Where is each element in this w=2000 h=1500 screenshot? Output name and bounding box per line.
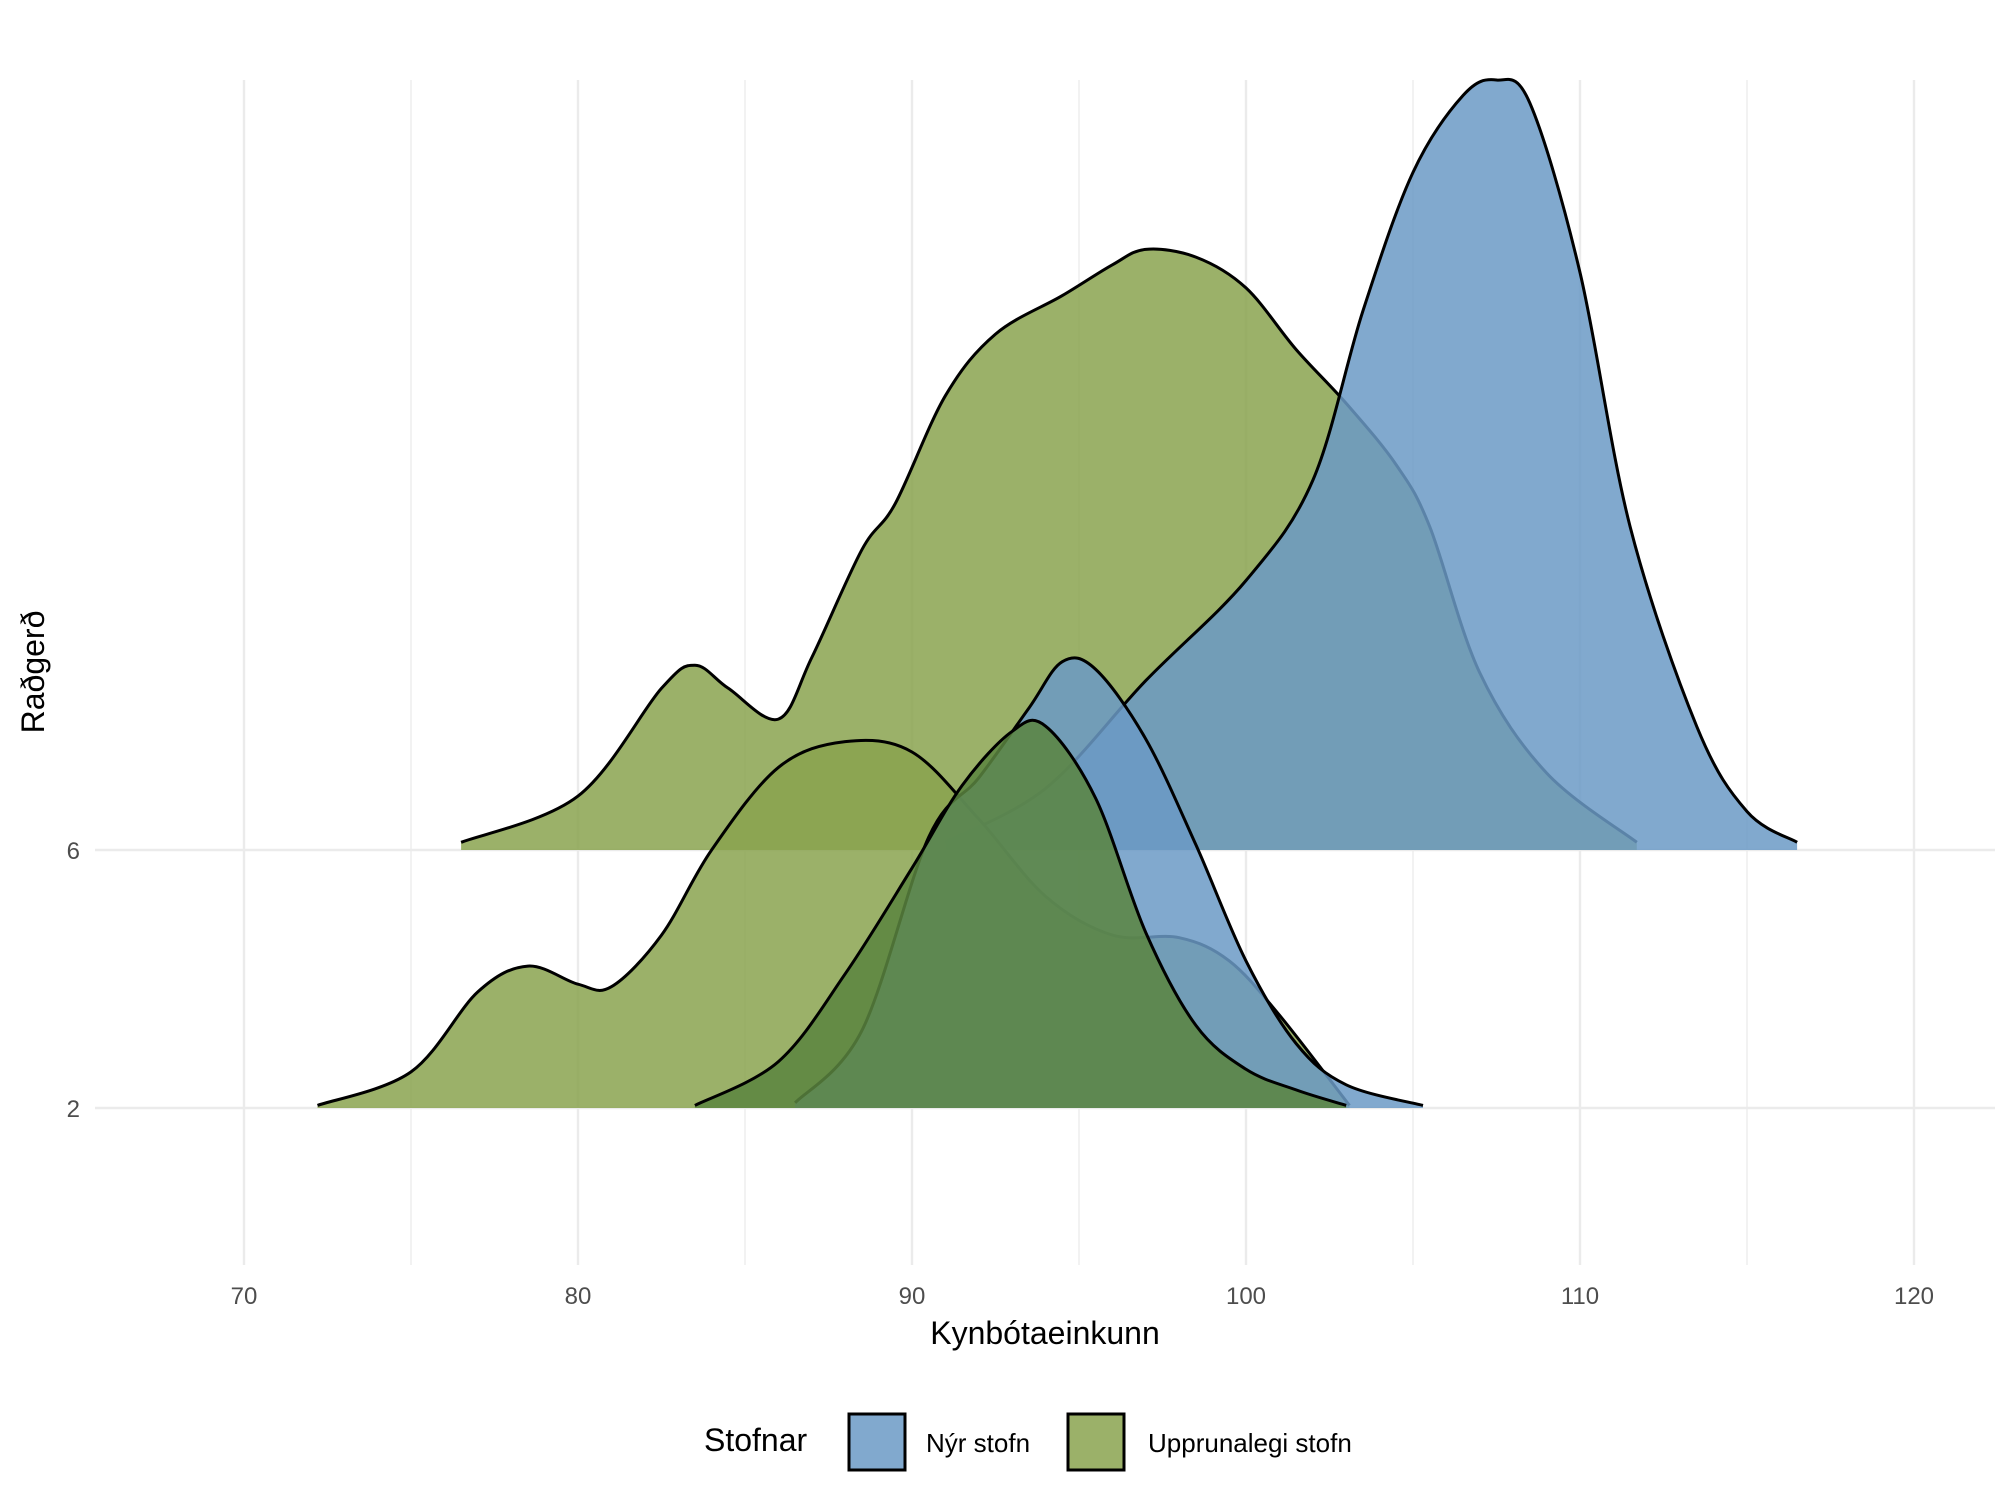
legend-title: Stofnar <box>704 1422 808 1458</box>
x-tick-label: 110 <box>1561 1283 1599 1310</box>
ridge-fill-n-r-stofn-6 <box>945 79 1798 850</box>
legend-label-nyr-stofn: Nýr stofn <box>926 1428 1030 1458</box>
x-tick-label: 80 <box>565 1283 592 1310</box>
ridge-fill-n-r-stofn-2 <box>694 720 1347 1108</box>
ridge-outline-n-r-stofn-2 <box>694 718 1347 1107</box>
legend-key-nyr-stofn <box>847 1412 907 1472</box>
legend-label-upprunalegi-stofn: Upprunalegi stofn <box>1148 1428 1352 1458</box>
y-tick-labels: 26 <box>67 838 80 1123</box>
x-tick-label: 100 <box>1226 1283 1266 1310</box>
y-axis-title: Raðgerð <box>15 611 51 734</box>
x-tick-label: 70 <box>231 1283 258 1310</box>
x-tick-label: 90 <box>899 1283 926 1310</box>
legend-key-upprunalegi-stofn <box>1066 1412 1126 1472</box>
x-tick-label: 120 <box>1894 1283 1934 1310</box>
ridges <box>316 77 1798 1108</box>
x-tick-labels: 70 80 90 100 110 120 <box>231 1283 1934 1310</box>
y-tick-label: 2 <box>67 1096 80 1123</box>
y-tick-label: 6 <box>67 838 80 865</box>
legend: Stofnar Nýr stofn Upprunalegi stofn <box>704 1412 1352 1472</box>
x-axis-title: Kynbótaeinkunn <box>930 1315 1160 1351</box>
ridge-outline-n-r-stofn-6 <box>944 77 1798 844</box>
